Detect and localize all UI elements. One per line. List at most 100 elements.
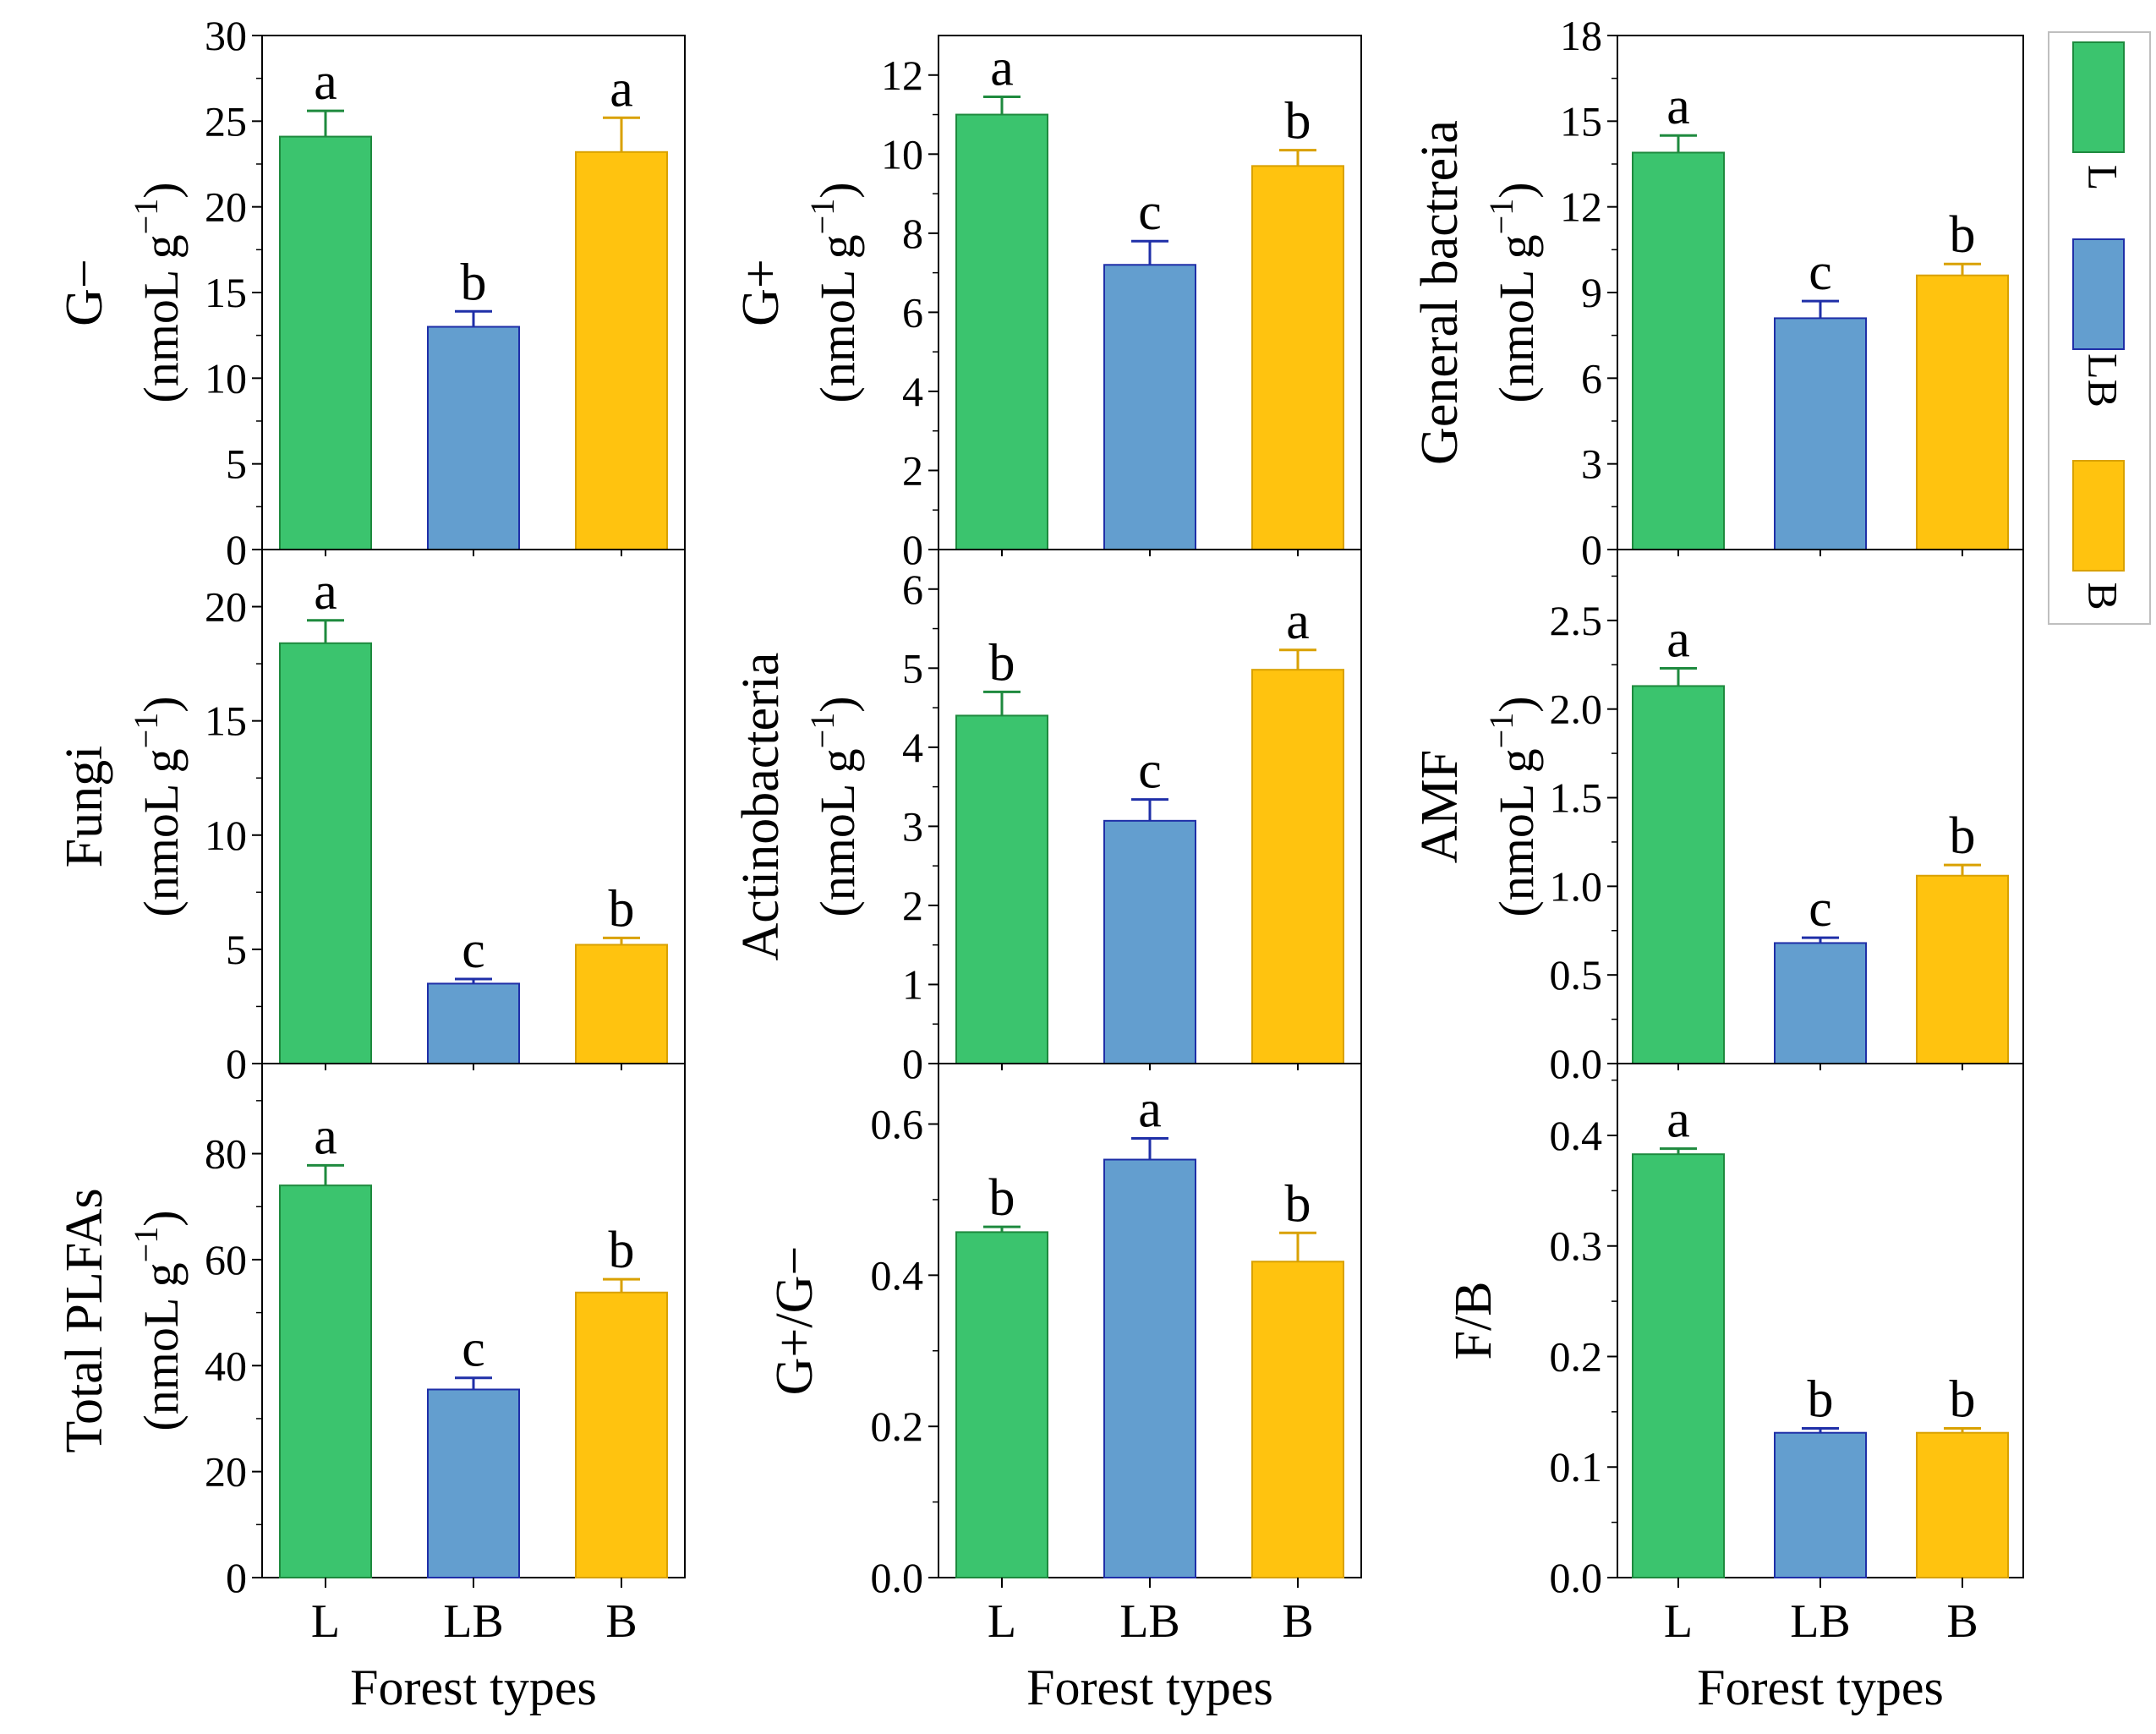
y-tick-label: 10 [881, 130, 923, 178]
bar-L [279, 642, 372, 1065]
unit-close: ) [810, 696, 865, 712]
bar-B [1251, 669, 1344, 1064]
y-axis-unit: (nmoL g−1) [127, 696, 189, 916]
x-tick-label: LB [1119, 1595, 1180, 1648]
bar-B [1916, 1431, 2009, 1579]
unit-close: ) [810, 182, 865, 198]
y-tick-label: 20 [205, 1448, 247, 1496]
y-tick-label: 6 [902, 566, 923, 613]
significance-letter: b [609, 1222, 635, 1279]
legend-swatch-L [2072, 41, 2125, 153]
bar-LB [1774, 1431, 1867, 1579]
y-tick-label: 0.4 [1550, 1112, 1603, 1159]
significance-letter: c [1809, 880, 1832, 938]
x-tick-label: LB [1790, 1595, 1851, 1648]
bar-B [1916, 874, 2009, 1064]
significance-letter: b [989, 634, 1015, 692]
bar-LB [1103, 819, 1196, 1064]
significance-letter: c [462, 1321, 485, 1378]
y-tick-label: 6 [902, 288, 923, 336]
y-tick-label: 40 [205, 1342, 247, 1389]
y-tick-label: 3 [1581, 440, 1602, 488]
y-tick-label: 8 [902, 210, 923, 257]
significance-letter: b [1285, 1175, 1311, 1233]
unit-exponent: −1 [1482, 199, 1520, 235]
x-axis-label: Forest types [350, 1660, 597, 1715]
y-tick-label: 0.1 [1550, 1443, 1603, 1491]
significance-letter: c [1138, 742, 1162, 800]
bar-L [1632, 151, 1725, 550]
y-axis-unit: (nmoL g−1) [1482, 182, 1544, 402]
bar-L [279, 135, 372, 550]
y-tick-label: 12 [1560, 183, 1602, 231]
bar-LB [1103, 1158, 1196, 1579]
significance-letter: b [1950, 206, 1976, 264]
unit-text: (nmoL g [1489, 234, 1544, 402]
bar-LB [427, 1388, 520, 1578]
y-tick-label: 0.2 [871, 1403, 924, 1450]
y-tick-label: 0 [226, 1554, 247, 1601]
y-tick-label: 1.5 [1550, 774, 1603, 822]
y-tick-label: 15 [1560, 97, 1602, 145]
legend-label: B [2080, 582, 2127, 610]
y-axis-unit: (nmoL g−1) [127, 1210, 189, 1430]
y-tick-label: 0.6 [871, 1101, 924, 1148]
unit-exponent: −1 [127, 199, 165, 235]
significance-letter: a [1138, 1081, 1162, 1139]
bar-LB [1774, 942, 1867, 1064]
significance-letter: a [990, 39, 1014, 96]
y-tick-label: 2 [902, 446, 923, 494]
y-tick-label: 1.0 [1550, 862, 1603, 910]
bar-LB [427, 325, 520, 550]
y-tick-label: 0.2 [1550, 1332, 1603, 1380]
significance-letter: c [462, 922, 485, 979]
y-tick-label: 0.3 [1550, 1223, 1603, 1270]
unit-close: ) [134, 1210, 189, 1226]
y-tick-label: 1 [902, 960, 923, 1008]
y-tick-label: 0.4 [871, 1251, 924, 1299]
y-tick-label: 0 [902, 1040, 923, 1087]
significance-letter: a [314, 563, 337, 621]
y-axis-label: AMF [1411, 750, 1469, 863]
y-axis-unit: (nmoL g−1) [803, 696, 865, 916]
legend-swatch-B [2072, 460, 2125, 572]
bar-B [575, 1291, 668, 1579]
y-tick-label: 5 [226, 440, 247, 488]
y-tick-label: 4 [902, 724, 923, 771]
significance-letter: c [1138, 183, 1162, 241]
y-tick-label: 0 [1581, 526, 1602, 573]
unit-text: (nmoL g [810, 748, 865, 916]
significance-letter: b [1285, 93, 1311, 150]
x-tick-label: L [988, 1595, 1016, 1648]
significance-letter: b [1950, 1370, 1976, 1428]
bar-L [1632, 685, 1725, 1065]
y-tick-label: 0.0 [1550, 1040, 1603, 1087]
significance-letter: a [610, 60, 633, 118]
bar-B [1916, 274, 2009, 550]
y-tick-label: 15 [205, 269, 247, 316]
y-tick-label: 10 [205, 354, 247, 402]
unit-text: (nmoL g [134, 234, 189, 402]
y-tick-label: 0 [226, 526, 247, 573]
unit-close: ) [134, 696, 189, 712]
legend-label: LB [2080, 353, 2127, 408]
y-tick-label: 0.0 [1550, 1554, 1603, 1601]
bar-L [1632, 1153, 1725, 1578]
unit-close: ) [134, 182, 189, 198]
y-tick-label: 80 [205, 1130, 247, 1178]
legend-swatch-LB [2072, 238, 2125, 350]
x-axis-label: Forest types [1697, 1660, 1944, 1715]
bar-L [955, 714, 1048, 1065]
unit-close: ) [1489, 696, 1544, 712]
bar-L [955, 113, 1048, 551]
y-tick-label: 0 [902, 526, 923, 573]
bar-LB [1103, 264, 1196, 550]
y-tick-label: 20 [205, 583, 247, 631]
